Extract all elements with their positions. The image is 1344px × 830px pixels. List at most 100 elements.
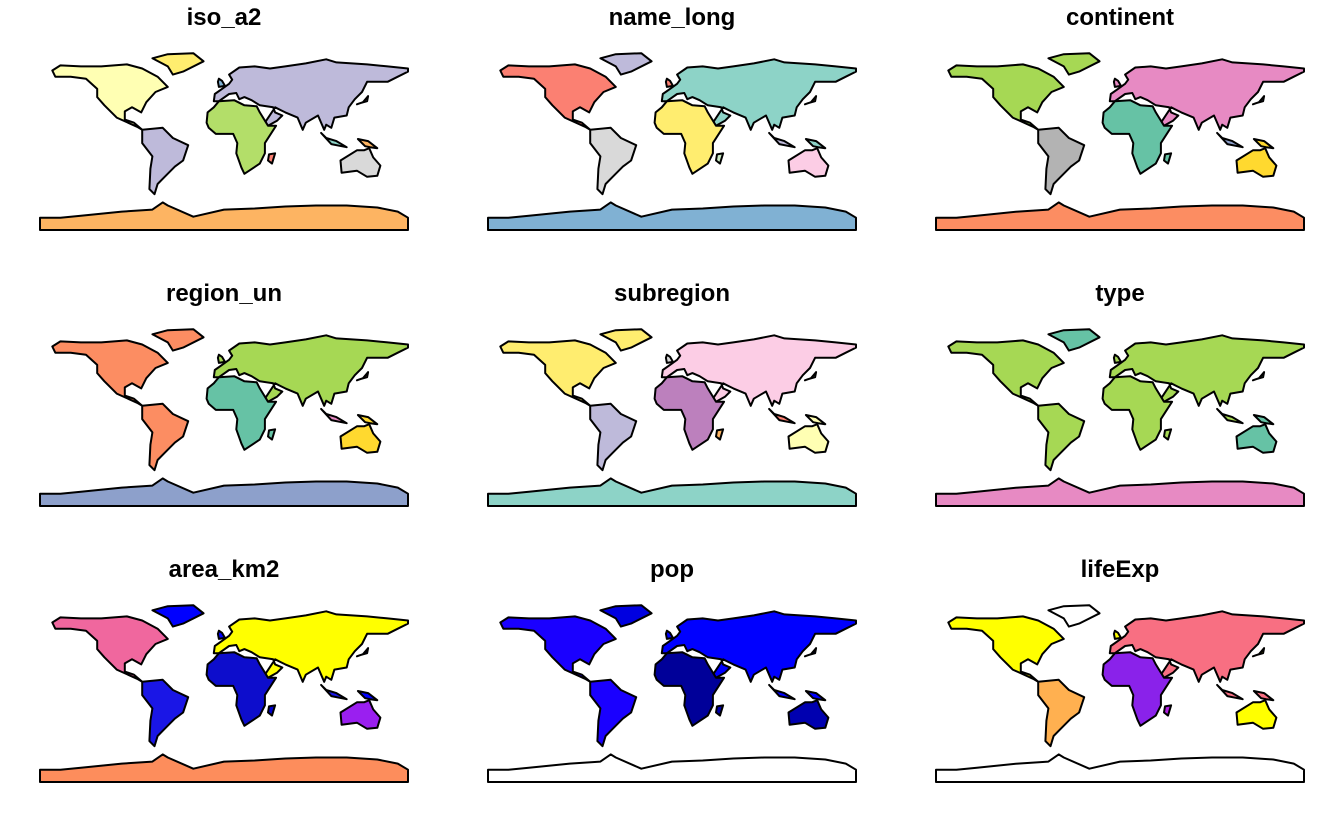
country-shape — [653, 651, 726, 727]
country-shape — [320, 131, 348, 149]
country-shape — [205, 99, 278, 175]
country-shape — [599, 604, 653, 628]
country-shape — [653, 99, 726, 175]
country-shape — [1163, 704, 1173, 717]
map-panel: type — [935, 280, 1305, 507]
country-shape — [151, 328, 205, 352]
country-shape — [39, 201, 409, 231]
country-shape — [151, 52, 205, 76]
country-shape — [1108, 610, 1305, 683]
country-shape — [1037, 126, 1086, 196]
country-shape — [141, 126, 190, 196]
country-shape — [216, 77, 226, 88]
country-shape — [487, 201, 857, 231]
panel-title: subregion — [614, 280, 730, 307]
country-shape — [151, 604, 205, 628]
country-shape — [1216, 683, 1244, 701]
country-shape — [356, 138, 379, 150]
country-shape — [715, 152, 725, 165]
country-shape — [715, 428, 725, 441]
country-shape — [653, 375, 726, 451]
country-shape — [768, 683, 796, 701]
country-shape — [212, 58, 409, 131]
country-shape — [1108, 334, 1305, 407]
country-shape — [487, 477, 857, 507]
country-shape — [141, 402, 190, 472]
country-shape — [803, 95, 818, 106]
country-shape — [339, 147, 382, 178]
panel-title: type — [1095, 280, 1144, 307]
country-shape — [804, 138, 827, 150]
country-shape — [1047, 604, 1101, 628]
country-shape — [787, 699, 830, 730]
country-shape — [660, 58, 857, 131]
country-shape — [1235, 147, 1278, 178]
country-shape — [935, 477, 1305, 507]
country-shape — [660, 610, 857, 683]
country-shape — [51, 615, 169, 683]
country-shape — [660, 334, 857, 407]
country-shape — [947, 615, 1065, 683]
country-shape — [51, 63, 169, 131]
country-shape — [1235, 699, 1278, 730]
country-shape — [947, 339, 1065, 407]
panel-title: pop — [650, 556, 694, 583]
country-shape — [205, 651, 278, 727]
panel-title: lifeExp — [1081, 556, 1160, 583]
country-shape — [39, 753, 409, 783]
country-shape — [267, 428, 277, 441]
country-shape — [589, 678, 638, 748]
country-shape — [499, 63, 617, 131]
country-shape — [768, 407, 796, 425]
country-shape — [947, 63, 1065, 131]
country-shape — [39, 477, 409, 507]
country-shape — [715, 704, 725, 717]
panel-title: area_km2 — [169, 556, 280, 583]
country-shape — [339, 699, 382, 730]
country-shape — [499, 339, 617, 407]
country-shape — [355, 95, 370, 106]
country-shape — [664, 353, 674, 364]
country-shape — [1163, 428, 1173, 441]
map-panel: iso_a2 — [39, 4, 409, 231]
country-shape — [589, 402, 638, 472]
country-shape — [1037, 678, 1086, 748]
panel-title: name_long — [609, 4, 736, 31]
map-panel: name_long — [487, 4, 857, 231]
country-shape — [320, 683, 348, 701]
map-panel: area_km2 — [39, 556, 409, 783]
map-panel: pop — [487, 556, 857, 783]
country-shape — [787, 423, 830, 454]
country-shape — [664, 629, 674, 640]
country-shape — [1251, 371, 1266, 382]
map-panel: subregion — [487, 280, 857, 507]
country-shape — [1235, 423, 1278, 454]
country-shape — [599, 52, 653, 76]
country-shape — [487, 753, 857, 783]
country-shape — [1163, 152, 1173, 165]
country-shape — [141, 678, 190, 748]
country-shape — [356, 414, 379, 426]
country-shape — [51, 339, 169, 407]
map-panel: region_un — [39, 280, 409, 507]
country-shape — [356, 690, 379, 702]
country-shape — [1251, 95, 1266, 106]
country-shape — [212, 610, 409, 683]
country-shape — [216, 629, 226, 640]
country-shape — [355, 647, 370, 658]
country-shape — [267, 152, 277, 165]
country-shape — [1112, 353, 1122, 364]
country-shape — [1101, 99, 1174, 175]
country-shape — [803, 647, 818, 658]
country-shape — [664, 77, 674, 88]
country-shape — [355, 371, 370, 382]
country-shape — [1252, 690, 1275, 702]
country-shape — [787, 147, 830, 178]
country-shape — [1112, 77, 1122, 88]
country-shape — [768, 131, 796, 149]
country-shape — [804, 414, 827, 426]
country-shape — [599, 328, 653, 352]
panel-title: region_un — [166, 280, 282, 307]
panel-title: continent — [1066, 4, 1174, 31]
